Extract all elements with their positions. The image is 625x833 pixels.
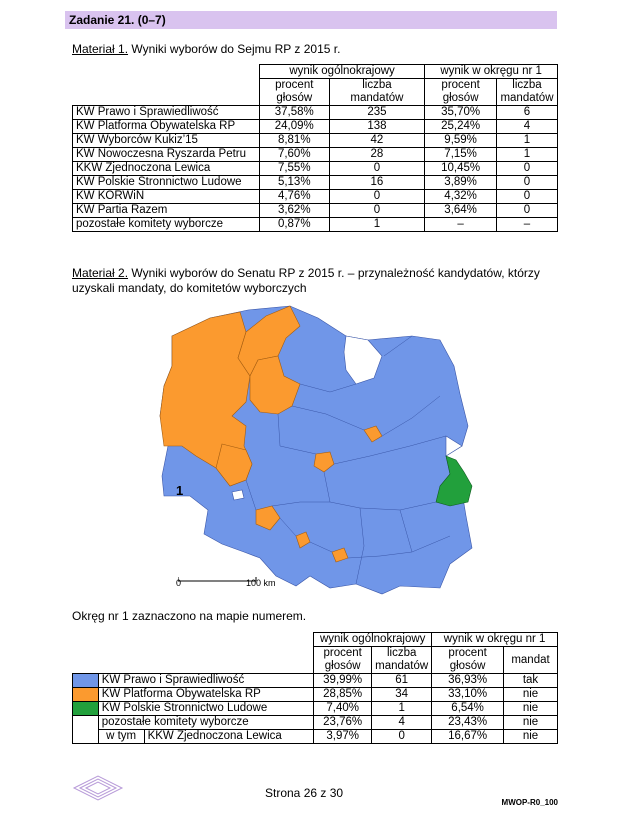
senate-map [159,305,473,595]
t1-subheader-seats-district: liczba mandatów [495,78,559,106]
table-row: KW KORWiN 4,76% 0 4,32% 0 [72,189,559,204]
material1-caption: Materiał 1. Wyniki wyborów do Sejmu RP z… [72,42,340,57]
t1-subheader-seats: liczba mandatów [328,78,426,106]
scale-label-end: 100 km [246,578,276,588]
table-row: KW Polskie Stronnictwo Ludowe 5,13% 16 3,89… [72,175,559,190]
table-row: KKW Zjednoczona Lewica 7,55% 0 10,45% 0 [72,161,559,176]
material1-label: Materiał 1. [72,42,129,56]
t2-subheader-seats: liczba mandatów [371,646,433,674]
senate-results-table: wynik ogólnokrajowy wynik w okręgu nr 1 … [72,632,558,744]
table-subrow: w tym KKW Zjednoczona Lewica 3,97% 0 16,6… [73,729,558,744]
legend-swatch-po [72,687,99,702]
scale-label-start: 0 [176,578,182,588]
t1-subheader-pct-district: procent głosów [424,78,497,106]
table-row: KW Nowoczesna Ryszarda Petru 7,60% 28 7,15%… [72,147,559,162]
material2-text-line1: Wyniki wyborów do Senatu RP z 2015 r. – … [128,266,540,280]
table-row: KW Prawo i Sprawiedliwość 39,99% 61 36,93… [72,673,558,688]
t1-header-national: wynik ogólnokrajowy [258,64,426,79]
t1-header-district: wynik w okręgu nr 1 [424,64,558,79]
task-title: Zadanie 21. (0–7) [65,11,557,29]
t1-subheader-pct: procent głosów [258,78,330,106]
t2-subheader-mandat: mandat [503,646,558,674]
map-region-po-central [249,355,301,415]
table-row: KW Prawo i Sprawiedliwość 37,58% 235 35,70%… [72,105,559,120]
map-region-po-wroclaw [255,505,281,531]
table-row: KW Partia Razem 3,62% 0 3,64% 0 [72,203,559,218]
t2-subheader-pct-district: procent głosów [431,646,505,674]
table-row: KW Platforma Obywatelska RP 28,85% 34 33,… [72,687,558,702]
material2-caption: Materiał 2. Wyniki wyborów do Senatu RP … [72,266,540,296]
cke-logo-icon [72,775,124,801]
sejm-results-table: wynik ogólnokrajowy wynik w okręgu nr 1 … [72,64,559,232]
scale-bar [178,577,257,582]
map-region-po-lodz [313,451,335,473]
district-note: Okręg nr 1 zaznaczono na mapie numerem. [72,609,307,623]
map-region-other-west [231,489,245,501]
table-row: KW Polskie Stronnictwo Ludowe 7,40% 1 6,5… [72,701,558,716]
map-region-po-n [237,305,301,377]
document-code: MWOP-R0_100 [501,798,558,807]
table-row: pozostałe komitety wyborcze 23,76% 4 23,4… [72,715,558,744]
map-region-other-ne [343,335,383,385]
t2-header-district: wynik w okręgu nr 1 [431,632,558,647]
table-row: KW Platforma Obywatelska RP 24,09% 138 25,2… [72,119,559,134]
material2-label: Materiał 2. [72,266,129,280]
material2-text-line2: uzyskali mandaty, do komitetów wyborczyc… [72,281,307,295]
page-number: Strona 26 z 30 [265,786,344,800]
legend-swatch-other [72,715,99,744]
t2-subheader-pct: procent głosów [313,646,373,674]
map-region-other-east [445,435,463,457]
district-borders [245,335,451,585]
table-row: KW Wyborców Kukiz’15 8,81% 42 9,59% 1 [72,133,559,148]
t2-header-national: wynik ogólnokrajowy [313,632,433,647]
legend-swatch-psl [72,701,99,716]
table-row: pozostałe komitety wyborcze 0,87% 1– – [72,217,559,232]
map-region-psl [435,455,473,507]
legend-swatch-pis [72,673,99,688]
material1-text: Wyniki wyborów do Sejmu RP z 2015 r. [128,42,341,56]
district-number-marker: 1 [176,483,184,498]
